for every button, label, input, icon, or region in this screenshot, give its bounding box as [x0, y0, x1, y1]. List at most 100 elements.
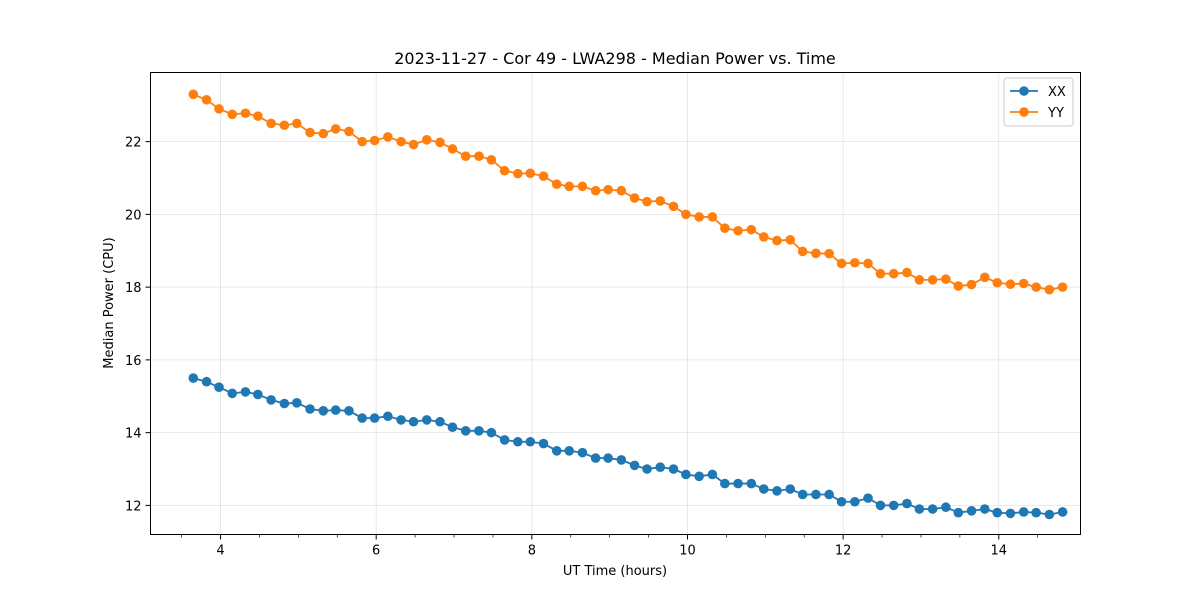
data-point-yy — [979, 272, 990, 283]
data-point-xx — [785, 484, 796, 494]
data-point-xx — [836, 496, 847, 507]
data-point-xx — [538, 438, 549, 449]
data-point-yy — [1057, 282, 1068, 292]
data-point-yy — [214, 104, 224, 114]
data-point-yy — [694, 212, 704, 222]
data-point-xx — [513, 436, 523, 447]
legend-label-yy: YY — [1047, 106, 1064, 121]
data-point-yy — [888, 268, 899, 279]
data-point-xx — [758, 484, 769, 494]
data-point-yy — [513, 168, 523, 179]
data-point-yy — [941, 274, 951, 284]
data-point-yy — [758, 232, 769, 242]
data-point-xx — [668, 464, 679, 474]
data-point-yy — [772, 235, 782, 246]
data-point-yy — [733, 225, 743, 236]
data-point-xx — [447, 422, 458, 432]
data-point-yy — [616, 185, 627, 196]
data-point-xx — [603, 453, 613, 463]
data-point-yy — [797, 246, 808, 257]
y-tick-label: 22 — [125, 136, 142, 151]
data-point-xx — [914, 504, 925, 514]
data-point-yy — [305, 127, 315, 138]
data-point-yy — [408, 139, 419, 150]
data-point-xx — [797, 489, 808, 500]
data-point-xx — [577, 447, 588, 458]
data-point-xx — [655, 462, 666, 473]
data-point-yy — [421, 135, 432, 145]
data-point-xx — [214, 382, 224, 392]
data-point-xx — [733, 478, 743, 489]
data-point-xx — [1031, 507, 1041, 518]
data-point-yy — [681, 209, 691, 220]
x-axis-label: UT Time (hours) — [563, 564, 667, 579]
legend-marker-xx — [1019, 86, 1029, 96]
data-point-xx — [201, 376, 212, 387]
data-point-yy — [590, 185, 601, 196]
data-point-xx — [966, 506, 977, 516]
data-point-yy — [850, 257, 860, 268]
data-point-xx — [707, 469, 718, 480]
data-point-xx — [772, 486, 782, 496]
data-point-xx — [850, 496, 860, 507]
data-point-xx — [421, 415, 432, 425]
data-point-xx — [642, 464, 652, 474]
data-point-xx — [357, 413, 367, 423]
y-axis: 12 14 16 18 20 22 — [125, 136, 151, 514]
data-point-xx — [369, 413, 380, 423]
y-axis-label: Median Power (CPU) — [102, 237, 117, 368]
data-point-yy — [538, 171, 549, 181]
data-point-yy — [603, 184, 613, 195]
data-point-xx — [590, 453, 601, 463]
data-point-yy — [746, 224, 757, 235]
data-point-xx — [953, 507, 964, 518]
data-point-xx — [396, 415, 406, 425]
y-tick-label: 12 — [125, 499, 142, 514]
data-point-xx — [318, 406, 329, 416]
data-point-yy — [927, 275, 938, 285]
data-point-yy — [1044, 284, 1055, 295]
data-point-xx — [474, 426, 484, 436]
x-tick-label: 14 — [991, 544, 1008, 559]
data-point-xx — [460, 426, 471, 436]
data-point-xx — [525, 436, 536, 447]
data-point-yy — [992, 277, 1003, 288]
data-point-xx — [927, 504, 938, 514]
data-point-xx — [564, 446, 574, 456]
data-point-xx — [746, 478, 757, 489]
y-tick-label: 18 — [125, 281, 142, 296]
data-point-yy — [227, 109, 238, 120]
data-point-xx — [979, 504, 990, 514]
data-point-xx — [266, 395, 276, 405]
data-point-yy — [811, 248, 821, 259]
x-tick-label: 4 — [216, 544, 224, 559]
data-point-yy — [357, 136, 367, 147]
data-point-yy — [785, 235, 796, 245]
data-point-xx — [305, 404, 315, 414]
data-point-xx — [681, 469, 691, 480]
data-point-yy — [292, 118, 302, 129]
x-tick-label: 12 — [835, 544, 852, 559]
data-point-yy — [577, 181, 588, 192]
data-point-yy — [253, 111, 263, 121]
data-point-yy — [344, 126, 354, 137]
data-point-xx — [499, 435, 510, 445]
legend-label-xx: XX — [1048, 85, 1066, 100]
data-point-yy — [383, 132, 393, 142]
x-tick-label: 10 — [679, 544, 696, 559]
data-point-yy — [435, 137, 445, 148]
data-point-xx — [720, 478, 730, 489]
data-point-yy — [369, 135, 380, 146]
data-point-yy — [551, 179, 562, 189]
data-point-yy — [902, 267, 912, 278]
data-point-yy — [564, 181, 574, 192]
data-point-yy — [188, 89, 199, 100]
data-point-yy — [914, 275, 925, 285]
legend-marker-yy — [1019, 107, 1029, 117]
data-point-xx — [1005, 508, 1016, 519]
chart-title: 2023-11-27 - Cor 49 - LWA298 - Median Po… — [394, 49, 836, 68]
x-tick-label: 8 — [528, 544, 536, 559]
data-point-xx — [1044, 509, 1055, 520]
y-tick-label: 20 — [125, 208, 142, 223]
